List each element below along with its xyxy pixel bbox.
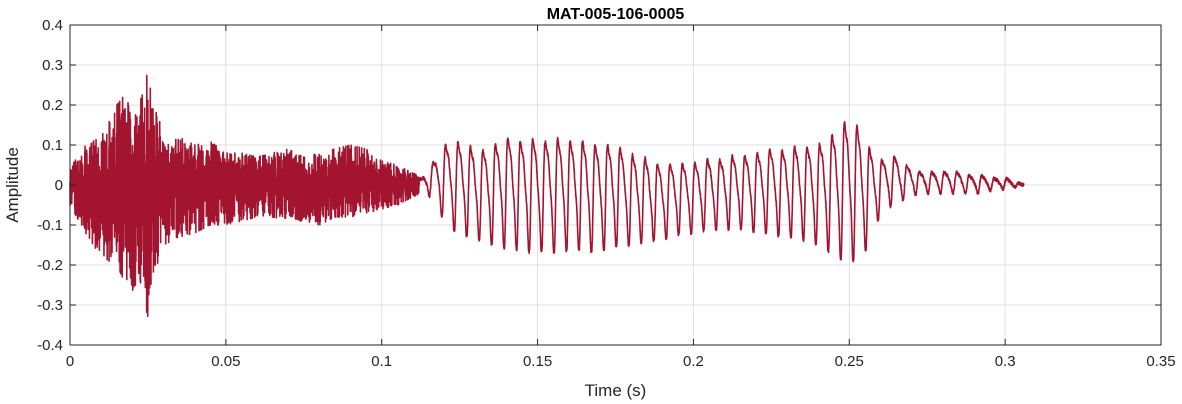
- x-tick-label: 0.35: [1146, 353, 1175, 370]
- y-axis-label: Amplitude: [3, 147, 22, 223]
- axis-ticks: [69, 24, 1162, 346]
- x-tick-label: 0.05: [211, 353, 240, 370]
- y-tick-label: 0.3: [42, 57, 63, 74]
- y-tick-labels: 0.4 0.3 0.2 0.1 0 -0.1 -0.2 -0.3 -0.4: [37, 17, 63, 354]
- y-tick-label: 0: [55, 177, 63, 194]
- chart-title: MAT-005-106-0005: [547, 6, 685, 23]
- x-axis-label: Time (s): [585, 381, 647, 400]
- x-tick-label: 0.15: [523, 353, 552, 370]
- y-tick-label: 0.4: [42, 17, 63, 34]
- waveform-series: [69, 74, 1025, 318]
- x-tick-labels: 0 0.05 0.1 0.15 0.2 0.25 0.3 0.35: [66, 353, 1176, 370]
- x-tick-label: 0.25: [835, 353, 864, 370]
- x-tick-label: 0.3: [995, 353, 1016, 370]
- y-tick-label: -0.4: [37, 337, 63, 354]
- y-tick-label: 0.2: [42, 97, 63, 114]
- waveform-line: [69, 74, 1025, 318]
- y-tick-label: -0.2: [37, 257, 63, 274]
- x-tick-label: 0.1: [371, 353, 392, 370]
- x-tick-label: 0.2: [683, 353, 704, 370]
- x-tick-label: 0: [66, 353, 74, 370]
- y-tick-label: -0.1: [37, 217, 63, 234]
- y-tick-label: 0.1: [42, 137, 63, 154]
- y-tick-label: -0.3: [37, 297, 63, 314]
